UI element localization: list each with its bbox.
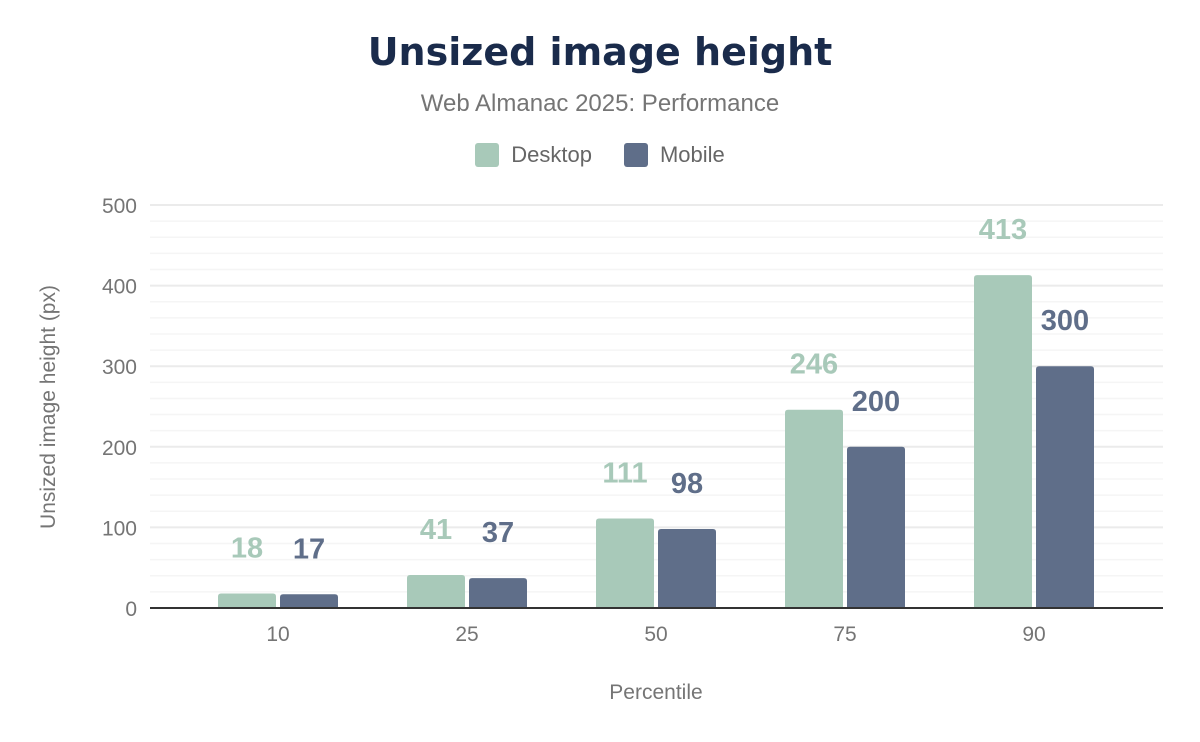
y-tick-label: 300 bbox=[102, 356, 137, 379]
x-tick-label: 25 bbox=[455, 623, 478, 646]
data-label-desktop: 111 bbox=[602, 458, 647, 490]
bar-mobile bbox=[1036, 366, 1094, 608]
bar-mobile bbox=[847, 446, 905, 608]
data-label-mobile: 37 bbox=[482, 517, 514, 549]
data-label-desktop: 18 bbox=[231, 532, 263, 564]
bar-mobile bbox=[469, 578, 527, 608]
legend: Desktop Mobile bbox=[0, 142, 1200, 168]
bar-desktop bbox=[407, 574, 465, 608]
legend-item-mobile[interactable]: Mobile bbox=[623, 142, 725, 168]
legend-swatch-mobile bbox=[623, 143, 648, 167]
x-tick-label: 10 bbox=[266, 623, 289, 646]
data-label-desktop: 246 bbox=[790, 349, 838, 381]
data-label-mobile: 300 bbox=[1041, 305, 1089, 337]
bar-mobile bbox=[658, 529, 716, 608]
data-label-mobile: 17 bbox=[293, 533, 325, 565]
legend-item-desktop[interactable]: Desktop bbox=[475, 142, 592, 168]
bar-mobile bbox=[280, 594, 338, 608]
x-tick-label: 50 bbox=[644, 623, 667, 646]
y-tick-label: 100 bbox=[102, 517, 137, 540]
chart-subtitle: Web Almanac 2025: Performance bbox=[420, 90, 780, 117]
legend-label-mobile: Mobile bbox=[659, 142, 725, 167]
y-axis-label: Unsized image height (px) bbox=[37, 285, 60, 529]
bar-desktop bbox=[785, 409, 843, 608]
data-label-desktop: 41 bbox=[420, 514, 452, 546]
x-tick-label: 90 bbox=[1022, 623, 1045, 646]
y-tick-label: 500 bbox=[102, 195, 137, 218]
data-label-desktop: 413 bbox=[979, 214, 1027, 246]
legend-swatch-desktop bbox=[475, 143, 500, 167]
bar-desktop bbox=[974, 275, 1032, 608]
x-tick-label: 75 bbox=[833, 623, 856, 646]
legend-label-desktop: Desktop bbox=[511, 142, 592, 167]
x-axis-label: Percentile bbox=[609, 681, 702, 704]
data-label-mobile: 200 bbox=[852, 386, 900, 418]
y-tick-label: 200 bbox=[102, 437, 137, 460]
data-label-mobile: 98 bbox=[671, 468, 703, 500]
bar-desktop bbox=[218, 593, 276, 608]
bar-desktop bbox=[596, 518, 654, 608]
chart-title: Unsized image height bbox=[367, 30, 833, 74]
y-tick-label: 0 bbox=[125, 598, 137, 621]
y-tick-label: 400 bbox=[102, 276, 137, 299]
